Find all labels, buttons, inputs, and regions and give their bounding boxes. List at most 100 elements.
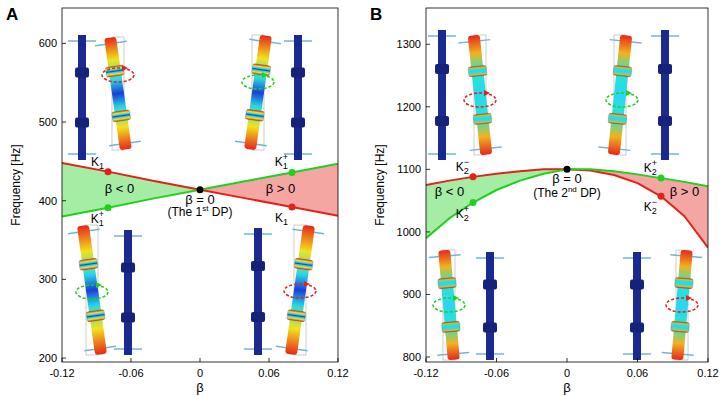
y-axis-label: Frequency [Hz] [373,144,387,225]
shaft [486,252,494,360]
label-sub: 2 [652,167,657,177]
rotor-disk [112,110,131,122]
point-label: K2+ [644,158,657,177]
y-tick-label: 1100 [397,163,421,175]
point [470,173,477,180]
point [105,204,112,211]
x-tick [567,358,568,362]
rotor [275,223,325,356]
point-label: K1+ [275,152,288,171]
annotation: β < 0 [435,184,465,199]
shaft [78,35,86,160]
x-tick-label: 0.06 [627,367,648,379]
rotor-disk [287,310,306,322]
label-base: K [275,211,283,225]
label-sub: 2 [652,206,657,216]
point-label: K2+ [456,204,469,223]
label-base: K [456,160,464,174]
text-part: DP) [577,186,601,200]
disk [435,64,449,74]
label-sup: − [464,157,469,167]
whirl-ellipse [433,298,465,312]
annotation: β = 0 [552,171,582,186]
panel-label: B [370,5,382,24]
y-tick [62,122,66,123]
label-base: K [456,207,464,221]
x-tick-label: -0.12 [49,367,74,379]
rotor-disk [105,65,124,77]
disk [121,313,135,323]
y-tick [426,44,430,45]
disk [121,263,135,273]
rotor-disk [438,277,457,289]
annotation: β < 0 [105,181,135,196]
x-tick-label: 0.06 [258,367,279,379]
y-tick-label: 300 [39,273,57,285]
panel: K1K1+K1+K1β < 0β > 0β = 0(The 1st DP)-0.… [6,5,349,395]
shaft [633,252,641,360]
region-fill [567,169,708,247]
disk [483,323,497,333]
shaft [438,30,446,160]
x-tick [200,358,201,362]
label-sub: 1 [99,218,104,228]
whirl-ellipse [284,284,316,298]
whirl-arrow [122,65,128,71]
y-tick-label: 800 [403,351,421,363]
label-base: K [644,161,652,175]
disk [658,116,672,126]
rotor-disk [613,65,632,77]
rotor [67,223,117,356]
point [289,169,296,176]
y-tick [426,231,430,232]
y-tick-label: 1000 [397,226,421,238]
rotor [94,35,141,151]
rotor-shaft [77,225,107,355]
label-sup: − [652,197,657,207]
plot-area [426,166,708,248]
annotation: (The 1st DP) [168,204,233,219]
rotor-disk [675,277,694,289]
shaft [661,30,669,160]
x-axis-label: β [196,380,203,395]
rotor-disk [442,321,461,333]
rotor-disk [86,310,105,322]
disk [291,68,305,78]
x-tick [269,358,270,362]
x-tick-label: 0.12 [697,367,718,379]
whirl-arrow [96,282,102,288]
whirl-arrow [262,72,268,78]
point [105,168,112,175]
rotor-shaft [438,250,460,361]
annotation: β > 0 [670,184,700,199]
label-base: K [644,200,652,214]
x-axis-label: β [563,380,570,395]
whirl-arrow [453,295,459,301]
y-tick-label: 1200 [397,101,421,113]
text-part: DP) [208,205,232,219]
disk [658,64,672,74]
shaft [124,230,132,355]
x-tick-label: -0.06 [118,367,143,379]
whirl-ellipse [242,75,274,89]
rotor-shaft [671,250,693,361]
label-base: K [275,155,283,169]
label-sub: 1 [283,161,288,171]
rotor [428,249,469,361]
x-tick [338,358,339,362]
disk [251,261,265,271]
y-tick-label: 200 [39,352,57,364]
rotor-shaft [468,35,492,156]
curve [426,169,708,247]
y-tick-label: 500 [39,116,57,128]
y-tick [426,356,430,357]
mode-shape-insets [67,33,325,356]
y-tick [62,200,66,201]
point [470,199,477,206]
x-tick [708,358,709,362]
panel: K2−K2+K2+K2−β < 0β > 0β = 0(The 2nd DP)-… [370,5,719,395]
x-tick-label: -0.12 [413,367,438,379]
y-tick-label: 1300 [397,38,421,50]
label-sup: + [464,204,469,214]
disk [291,118,305,128]
